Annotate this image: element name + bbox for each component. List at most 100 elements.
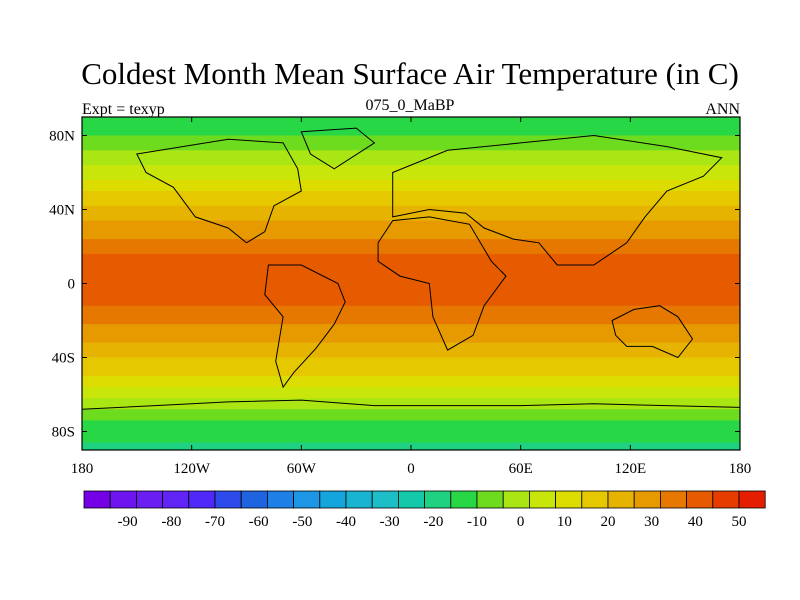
- colorbar-label: -20: [423, 514, 443, 530]
- field-band: [82, 154, 740, 159]
- field-band: [82, 228, 740, 233]
- field-band: [82, 165, 740, 170]
- field-band: [82, 250, 740, 255]
- field-band: [82, 139, 740, 144]
- colorbar-swatch: [240, 490, 268, 509]
- field-band: [82, 331, 740, 336]
- field-band: [82, 287, 740, 292]
- colorbar-label: 50: [732, 514, 747, 530]
- colorbar-swatch: [397, 490, 425, 509]
- colorbar-swatch: [135, 490, 163, 509]
- colorbar-swatch: [660, 490, 688, 509]
- field-band: [82, 242, 740, 248]
- colorbar-swatch: [319, 490, 347, 509]
- field-band: [82, 168, 740, 174]
- colorbar-label: 10: [557, 514, 572, 530]
- field-band: [82, 339, 740, 344]
- colorbar: -90 -80 -70 -60 -50 -40 -30 -20 -10 0 10 20 30 40 50: [83, 490, 766, 530]
- colorbar-swatch: [424, 490, 452, 509]
- field-band: [82, 272, 740, 277]
- continent-south-america: [264, 264, 346, 389]
- colorbar-swatch: [214, 490, 242, 509]
- colorbar-swatch: [686, 490, 714, 509]
- field-band: [82, 372, 740, 377]
- field-band: [82, 413, 740, 418]
- field-band: [82, 335, 740, 340]
- x-tick-label: 60E: [509, 461, 533, 477]
- field-band: [82, 157, 740, 162]
- field-band: [82, 387, 740, 392]
- field-band: [82, 209, 740, 214]
- colorbar-label: -60: [249, 514, 269, 530]
- field-band: [82, 131, 740, 137]
- field-band: [82, 401, 740, 407]
- continent-north-america: [136, 138, 302, 244]
- field-band: [82, 239, 740, 244]
- field-band: [82, 202, 740, 207]
- colorbar-label: -30: [380, 514, 400, 530]
- colorbar-swatch: [450, 490, 478, 509]
- colorbar-label: -70: [205, 514, 225, 530]
- field-band: [82, 431, 740, 436]
- field-band: [82, 194, 740, 199]
- period-label: 075_0_MaBP: [365, 97, 455, 114]
- field-band: [82, 120, 740, 125]
- colorbar-swatch: [555, 490, 583, 509]
- field-band: [82, 309, 740, 314]
- field-band: [82, 146, 740, 151]
- colorbar-swatch: [83, 490, 111, 509]
- y-tick-label: 80N: [49, 129, 75, 145]
- colorbar-swatch: [502, 490, 530, 509]
- field-band: [82, 231, 740, 236]
- field-band: [82, 390, 740, 396]
- field-band: [82, 224, 740, 229]
- colorbar-swatch: [633, 490, 661, 509]
- map-axes: 180 120W 60W 0 60E 120E 180 80N 40N 0 40S 80S: [49, 117, 751, 477]
- x-tick-label: 180: [729, 461, 752, 477]
- field-band: [82, 213, 740, 218]
- field-band: [82, 183, 740, 188]
- field-band: [82, 172, 740, 177]
- field-band: [82, 150, 740, 155]
- field-band: [82, 313, 740, 318]
- colorbar-swatch: [345, 490, 373, 509]
- field-band: [82, 327, 740, 333]
- field-band: [82, 265, 740, 270]
- continent-africa: [377, 216, 507, 351]
- field-band: [82, 246, 740, 251]
- field-band: [82, 124, 740, 129]
- continent-outlines: [82, 127, 740, 450]
- colorbar-swatch: [529, 490, 557, 509]
- colorbar-swatch: [293, 490, 321, 509]
- x-tick-label: 0: [407, 461, 415, 477]
- colorbar-label: -50: [292, 514, 312, 530]
- field-band: [82, 442, 740, 447]
- experiment-label: Expt = texyp: [82, 101, 165, 118]
- colorbar-label: 40: [688, 514, 703, 530]
- field-band: [82, 364, 740, 370]
- field-band: [82, 368, 740, 373]
- field-band: [82, 420, 740, 425]
- x-tick-label: 120W: [173, 461, 211, 477]
- field-band: [82, 357, 740, 362]
- field-band: [82, 135, 740, 140]
- colorbar-label: 20: [601, 514, 616, 530]
- field-band: [82, 427, 740, 433]
- field-band: [82, 205, 740, 211]
- field-band: [82, 353, 740, 359]
- field-band: [82, 379, 740, 384]
- colorbar-swatch: [607, 490, 635, 509]
- continent-eurasia: [392, 134, 723, 266]
- field-band: [82, 268, 740, 273]
- field-band: [82, 305, 740, 310]
- field-band: [82, 294, 740, 299]
- field-band: [82, 376, 740, 381]
- field-band: [82, 276, 740, 281]
- colorbar-swatch: [188, 490, 216, 509]
- field-band: [82, 179, 740, 185]
- colorbar-swatch: [476, 490, 504, 509]
- colorbar-label: -10: [467, 514, 487, 530]
- colorbar-swatch: [266, 490, 294, 509]
- field-band: [82, 257, 740, 262]
